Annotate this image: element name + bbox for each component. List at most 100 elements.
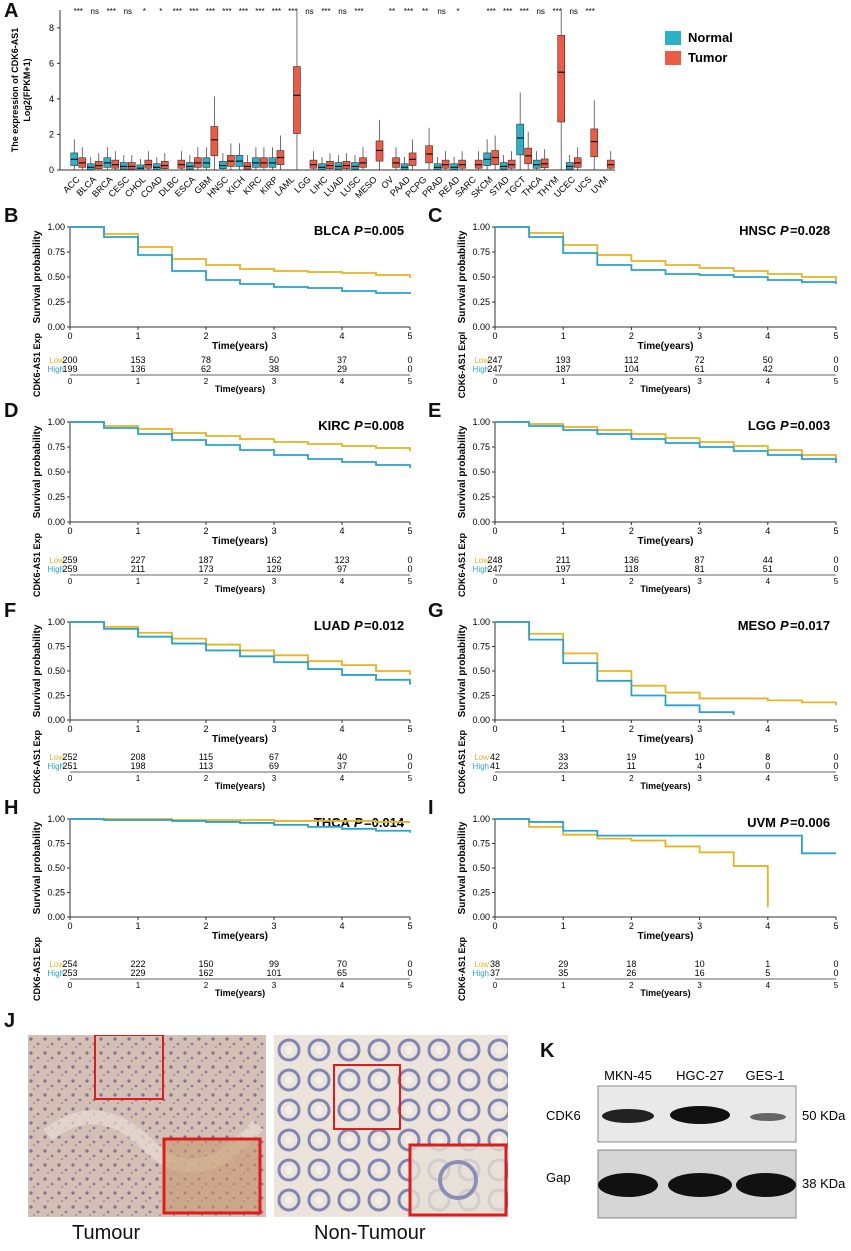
legend-label: Normal — [688, 30, 733, 45]
x-tick-label: UCS — [573, 174, 594, 195]
risk-count-low: 44 — [763, 555, 773, 565]
y-tick-label: 1.00 — [47, 814, 65, 824]
x-tick-label: 2 — [203, 526, 208, 536]
risk-count-low: 42 — [490, 752, 500, 762]
risk-count-low: 123 — [334, 555, 349, 565]
km-p-prefix: P — [354, 223, 363, 238]
risk-count-high: 259 — [62, 564, 77, 574]
x-tick-label: 1 — [561, 724, 566, 734]
km-curve-high — [70, 226, 411, 294]
x-tick-label: 3 — [697, 724, 702, 734]
risk-x-tick-label: 5 — [408, 577, 413, 586]
risk-x-tick-label: 0 — [68, 774, 73, 783]
risk-x-tick-label: 4 — [766, 981, 771, 990]
risk-count-high: 61 — [695, 364, 705, 374]
box — [450, 163, 458, 170]
y-tick-label: 0.25 — [47, 492, 65, 502]
risk-count-high: 97 — [337, 564, 347, 574]
y-tick-label: 8 — [49, 23, 54, 33]
km-curve-high — [495, 226, 837, 284]
significance-label: *** — [519, 7, 528, 16]
ihc-nontumour-zoom-box-large — [410, 1145, 506, 1215]
km-title: LGG — [748, 418, 776, 433]
y-tick-label: 1.00 — [472, 617, 490, 627]
significance-label: *** — [272, 7, 281, 16]
wb-gap-band — [736, 1173, 796, 1197]
risk-x-axis-label: Time(years) — [215, 781, 265, 791]
significance-label: *** — [206, 7, 215, 16]
risk-count-low: 50 — [269, 355, 279, 365]
significance-label: * — [143, 7, 146, 16]
panel-label-h: H — [4, 797, 19, 819]
ihc-nontumour-zoom-box-small — [333, 1064, 401, 1130]
risk-count-high: 51 — [763, 564, 773, 574]
box — [243, 162, 252, 170]
risk-count-high: 29 — [337, 364, 347, 374]
y-tick-label: 0.75 — [472, 247, 490, 257]
risk-count-high: 229 — [130, 968, 145, 978]
significance-label: ns — [305, 7, 313, 16]
risk-x-tick-label: 3 — [697, 981, 702, 990]
risk-table-label: CDK6-AS1 Exp — [457, 532, 467, 597]
y-tick-label: 0.00 — [472, 912, 490, 922]
risk-count-low: 87 — [695, 555, 705, 565]
km-curve-low — [495, 818, 769, 908]
y-axis-label: Survival probability — [457, 230, 468, 323]
y-tick-label: 0.50 — [47, 272, 65, 282]
km-plot-blca: BLCA P =0.005 0.00 0.25 0.50 0.75 1.00 0 1 2 3 4 5 Tim… — [32, 222, 413, 397]
risk-count-high: 0 — [407, 968, 412, 978]
x-tick-label: 5 — [833, 331, 838, 341]
risk-count-high: 211 — [131, 564, 145, 574]
panel-label-c: C — [428, 205, 443, 227]
risk-row-label-high: High — [473, 969, 489, 978]
km-curve-high — [495, 421, 837, 463]
x-tick-label: 2 — [629, 331, 634, 341]
km-pvalue: =0.017 — [790, 618, 830, 633]
risk-row-label-low: Low — [49, 753, 64, 762]
km-title: UVM — [747, 815, 776, 830]
x-tick-label: 5 — [407, 331, 412, 341]
km-curve-high — [495, 818, 836, 855]
significance-label: *** — [255, 7, 264, 16]
km-title: THCA — [314, 815, 351, 830]
wb-gap-band — [668, 1173, 732, 1197]
risk-count-high: 187 — [556, 364, 571, 374]
km-title: BLCA — [314, 223, 351, 238]
box — [590, 128, 599, 157]
risk-x-tick-label: 4 — [340, 577, 345, 586]
risk-x-tick-label: 3 — [697, 377, 702, 386]
x-tick-label: 2 — [629, 921, 634, 931]
x-tick-label: 5 — [833, 526, 838, 536]
risk-count-high: 35 — [558, 968, 568, 978]
risk-x-tick-label: 4 — [340, 377, 345, 386]
risk-count-low: 200 — [62, 355, 77, 365]
panel-label-a: A — [4, 0, 19, 22]
panel-label-e: E — [428, 400, 442, 422]
y-tick-label: 0.00 — [472, 715, 490, 725]
x-tick-label: 0 — [67, 724, 72, 734]
box — [400, 163, 409, 170]
significance-label: *** — [321, 7, 330, 16]
risk-count-high: 173 — [198, 564, 213, 574]
km-title: HNSC — [739, 223, 776, 238]
panel-label-f: F — [4, 600, 17, 622]
km-curve-high — [495, 621, 735, 716]
x-axis-label: Time(years) — [212, 536, 268, 547]
risk-count-low: 72 — [695, 355, 705, 365]
significance-label: *** — [74, 7, 83, 16]
risk-count-low: 248 — [487, 555, 502, 565]
risk-count-low: 78 — [201, 355, 211, 365]
risk-x-tick-label: 3 — [272, 774, 277, 783]
risk-count-low: 227 — [130, 555, 145, 565]
y-tick-label: 0.50 — [472, 863, 490, 873]
risk-count-low: 211 — [556, 555, 570, 565]
x-tick-label: 4 — [339, 331, 344, 341]
wb-cdk6-band — [670, 1106, 730, 1124]
risk-count-low: 252 — [62, 752, 77, 762]
risk-x-tick-label: 4 — [340, 774, 345, 783]
ihc-tumour-zoom-box-small — [94, 1035, 164, 1100]
km-curve-high — [70, 621, 411, 685]
risk-x-tick-label: 2 — [629, 577, 634, 586]
risk-x-tick-label: 1 — [561, 981, 566, 990]
